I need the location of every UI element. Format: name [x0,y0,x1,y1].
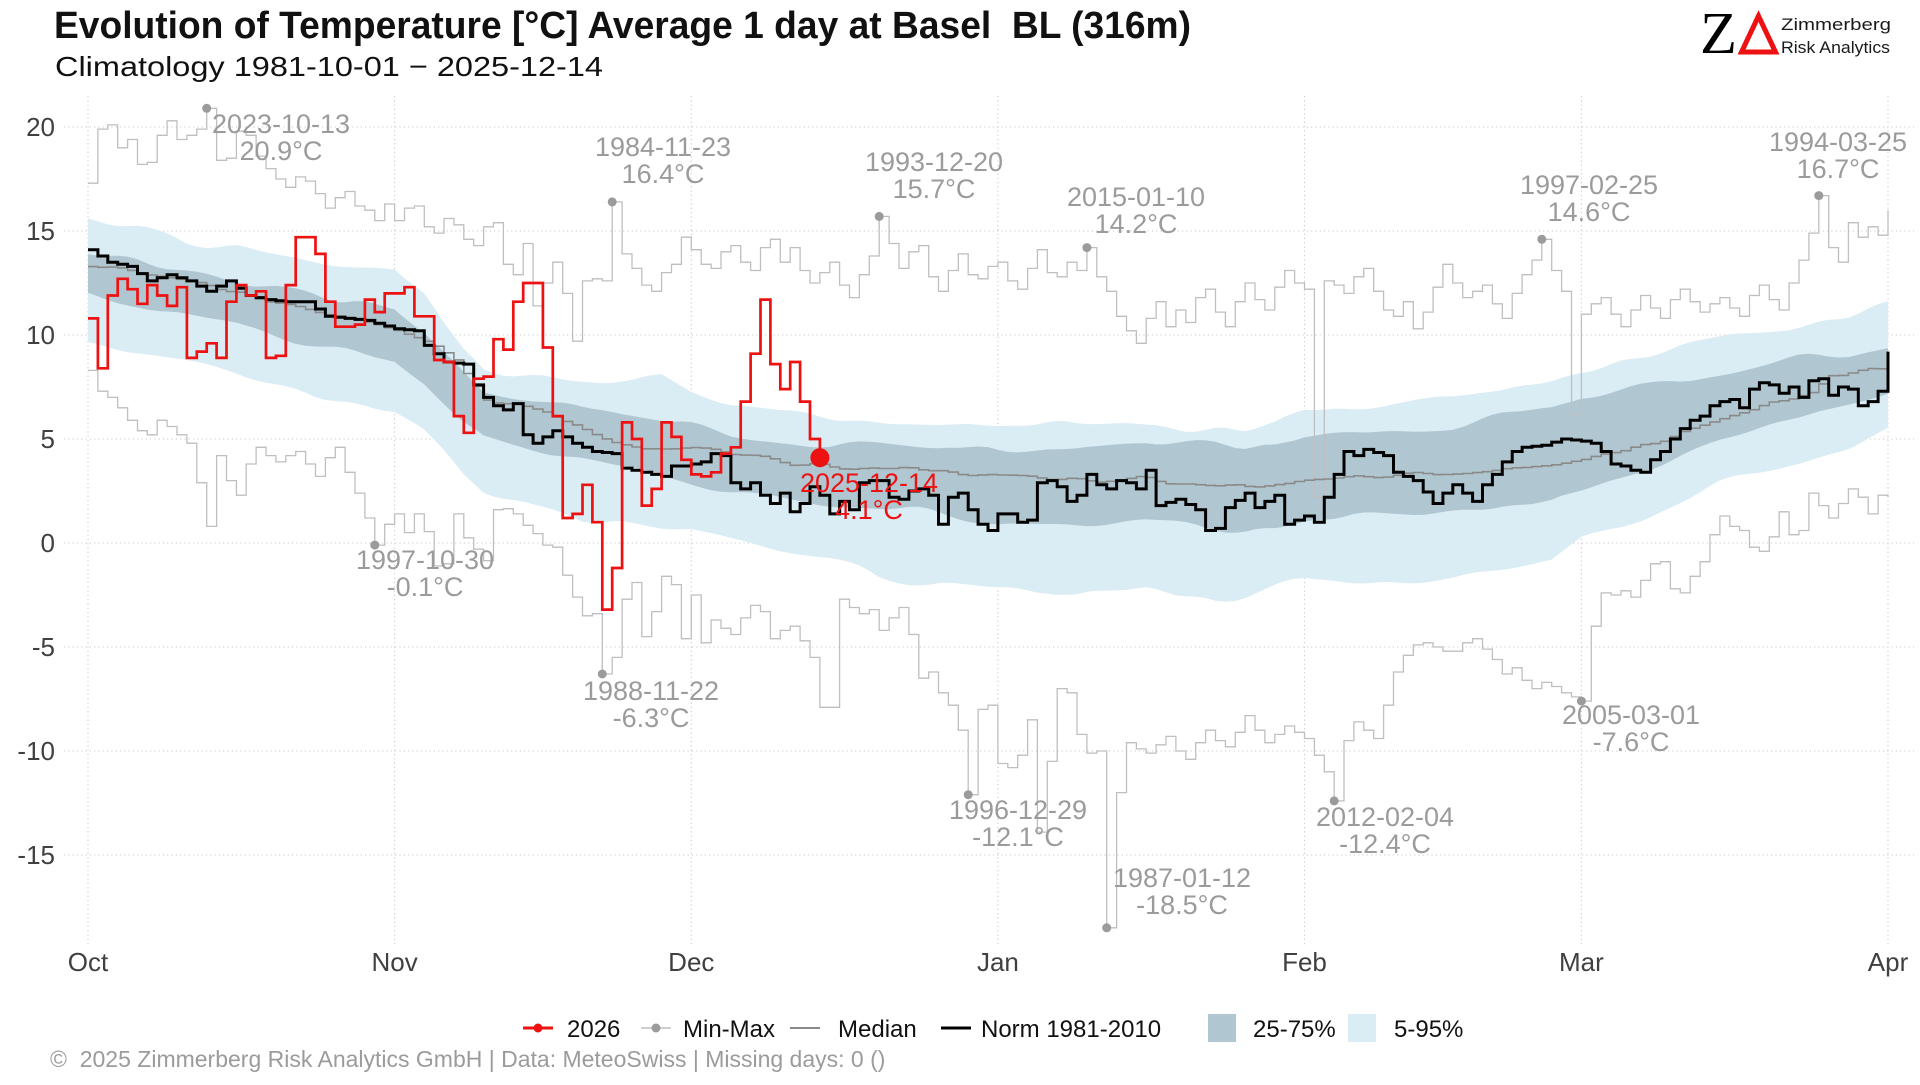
svg-text:Z: Z [1700,0,1737,66]
svg-text:5-95%: 5-95% [1394,1016,1463,1043]
svg-text:2026: 2026 [567,1016,620,1043]
svg-text:Jan: Jan [977,947,1019,977]
svg-text:Evolution of Temperature [°C]: Evolution of Temperature [°C] Average 1 … [54,5,1191,47]
svg-text:Nov: Nov [371,947,417,977]
svg-text:-12.1°C: -12.1°C [972,822,1064,852]
svg-text:1993-12-20: 1993-12-20 [865,147,1003,177]
svg-text:Median: Median [838,1016,917,1043]
svg-text:1997-10-30: 1997-10-30 [356,545,494,575]
svg-text:1996-12-29: 1996-12-29 [949,795,1087,825]
svg-text:Climatology 1981-10-01 − 2025-: Climatology 1981-10-01 − 2025-12-14 [55,51,603,82]
svg-text:Zimmerberg: Zimmerberg [1781,16,1891,34]
svg-text:© 2025 Zimmerberg Risk Analyt: © 2025 Zimmerberg Risk Analytics GmbH | … [50,1046,885,1072]
svg-text:-10: -10 [17,736,55,766]
svg-text:Norm 1981-2010: Norm 1981-2010 [981,1016,1161,1043]
svg-text:14.2°C: 14.2°C [1095,209,1178,239]
svg-text:Risk Analytics: Risk Analytics [1781,39,1890,57]
svg-text:20: 20 [26,112,55,142]
svg-text:1988-11-22: 1988-11-22 [583,676,719,706]
svg-text:25-75%: 25-75% [1253,1016,1336,1043]
svg-text:20.9°C: 20.9°C [240,136,323,166]
svg-text:Mar: Mar [1559,947,1604,977]
svg-text:1987-01-12: 1987-01-12 [1113,863,1251,893]
svg-text:-0.1°C: -0.1°C [387,572,464,602]
svg-text:16.7°C: 16.7°C [1797,154,1880,184]
svg-text:2015-01-10: 2015-01-10 [1067,182,1205,212]
svg-text:-6.3°C: -6.3°C [613,703,690,733]
svg-text:5: 5 [41,424,55,454]
svg-text:0: 0 [41,528,55,558]
svg-text:15.7°C: 15.7°C [893,174,976,204]
svg-text:-5: -5 [32,632,55,662]
svg-text:1997-02-25: 1997-02-25 [1520,170,1658,200]
svg-text:2005-03-01: 2005-03-01 [1562,700,1700,730]
svg-text:Feb: Feb [1282,947,1327,977]
svg-text:10: 10 [26,320,55,350]
svg-text:2012-02-04: 2012-02-04 [1316,802,1454,832]
svg-text:-7.6°C: -7.6°C [1593,727,1670,757]
svg-text:-18.5°C: -18.5°C [1136,890,1228,920]
svg-text:Min-Max: Min-Max [683,1016,775,1043]
svg-text:16.4°C: 16.4°C [622,159,705,189]
svg-text:15: 15 [26,216,55,246]
svg-text:2025-12-14: 2025-12-14 [800,468,938,498]
svg-text:Dec: Dec [668,947,714,977]
svg-text:-15: -15 [17,840,55,870]
svg-text:1984-11-23: 1984-11-23 [595,132,731,162]
svg-text:14.6°C: 14.6°C [1548,197,1631,227]
svg-text:-12.4°C: -12.4°C [1339,829,1431,859]
svg-text:2023-10-13: 2023-10-13 [212,109,350,139]
svg-text:1994-03-25: 1994-03-25 [1769,127,1907,157]
svg-text:4.1°C: 4.1°C [835,495,903,525]
svg-text:Oct: Oct [68,947,109,977]
svg-text:Apr: Apr [1868,947,1909,977]
